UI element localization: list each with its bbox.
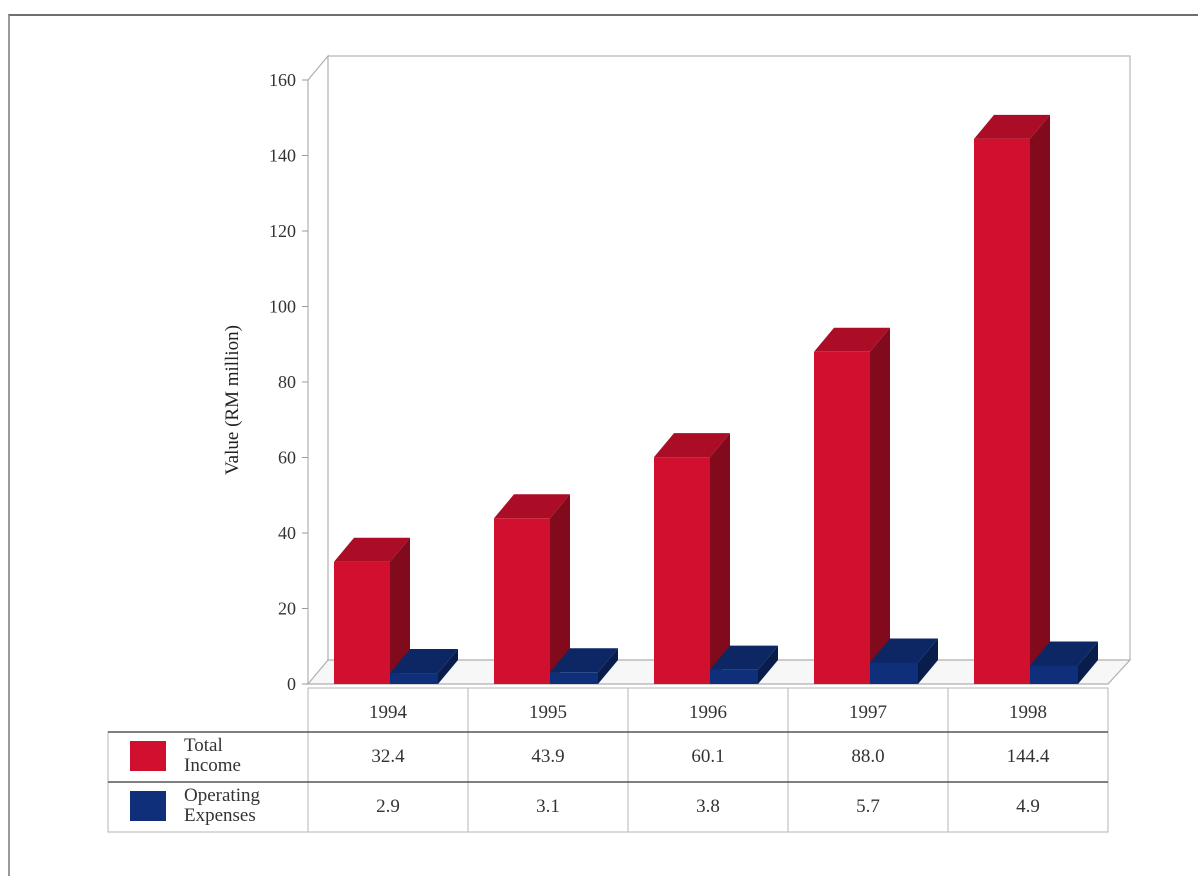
- bar: [494, 494, 570, 684]
- y-tick-label: 160: [269, 70, 296, 90]
- table-cell: [947, 731, 1109, 783]
- bar-top: [390, 649, 458, 674]
- table-cell: [947, 781, 1109, 833]
- data-value-label: 2.9: [376, 796, 400, 817]
- data-value-label: 5.7: [856, 796, 880, 817]
- bar: [390, 649, 458, 684]
- bar: [654, 433, 730, 684]
- bar: [870, 638, 938, 684]
- x-category-label: 1997: [849, 702, 887, 723]
- y-tick-label: 0: [287, 674, 296, 694]
- legend-label: Total Income: [184, 735, 241, 776]
- bar: [550, 648, 618, 684]
- bar-front: [974, 138, 1030, 684]
- y-tick-label: 120: [269, 221, 296, 241]
- bar-top: [814, 327, 890, 352]
- table-header-cell: [947, 687, 1109, 733]
- bar-top: [710, 645, 778, 670]
- table-cell: [787, 731, 949, 783]
- table-cell: [627, 781, 789, 833]
- bar-side: [758, 645, 778, 684]
- table-cell: [307, 731, 469, 783]
- table-cell: [787, 781, 949, 833]
- bars: [334, 114, 1098, 684]
- bar: [1030, 641, 1098, 684]
- bar-front: [814, 351, 870, 684]
- data-value-label: 144.4: [1007, 746, 1050, 767]
- table-header-cell: [467, 687, 629, 733]
- back-wall-outline: [328, 55, 1131, 660]
- data-value-label: 32.4: [371, 746, 405, 767]
- x-category-label: 1998: [1009, 702, 1047, 723]
- table-header-cell: [787, 687, 949, 733]
- y-axis-label: Value (RM million): [222, 325, 243, 475]
- table-header-cell: [307, 687, 469, 733]
- table-cell: [467, 781, 629, 833]
- bar-side: [1030, 114, 1050, 684]
- bar-front: [710, 669, 758, 684]
- bar-side: [550, 494, 570, 684]
- table-header-cell: [627, 687, 789, 733]
- bar-side: [390, 537, 410, 684]
- legend-swatch: [130, 791, 166, 821]
- bar-front: [334, 561, 390, 684]
- bar-top: [494, 494, 570, 519]
- y-axis-ticks: 0 20 40 60 80 100 120 140 160: [269, 70, 308, 694]
- bar-front: [390, 673, 438, 684]
- x-category-label: 1995: [529, 702, 567, 723]
- x-category-label: 1994: [369, 702, 408, 723]
- bar-top: [974, 114, 1050, 139]
- data-value-label: 3.1: [536, 796, 560, 817]
- x-category-label: 1996: [689, 702, 727, 723]
- top-strip: [0, 0, 1204, 14]
- data-value-label: 88.0: [851, 746, 884, 767]
- y-tick-label: 80: [278, 372, 296, 392]
- data-table: 1994 1995 1996 1997 1998 Total Income 32.4 43.9 6…: [107, 687, 1109, 833]
- bar-front: [654, 457, 710, 684]
- bar-front: [550, 672, 598, 684]
- bar-top: [654, 433, 730, 458]
- bar-side: [598, 648, 618, 684]
- y-tick-label: 140: [269, 146, 296, 166]
- bar-side: [438, 649, 458, 684]
- bar-top: [870, 638, 938, 663]
- bar-top: [334, 537, 410, 562]
- bar-side: [710, 433, 730, 684]
- data-value-label: 43.9: [531, 746, 564, 767]
- legend-label: Operating Expenses: [184, 785, 260, 826]
- bar-top: [1030, 641, 1098, 666]
- bar-side: [870, 327, 890, 684]
- y-tick-label: 20: [278, 599, 296, 619]
- bar-front: [870, 662, 918, 684]
- bar: [814, 327, 890, 684]
- bar-front: [1030, 665, 1078, 684]
- data-value-label: 4.9: [1016, 796, 1040, 817]
- bar: [334, 537, 410, 684]
- side-wall-outline: [307, 54, 329, 684]
- bar-front: [494, 518, 550, 684]
- bar-side: [918, 638, 938, 684]
- data-value-label: 3.8: [696, 796, 720, 817]
- y-tick-label: 60: [278, 448, 296, 468]
- legend-swatch: [130, 741, 166, 771]
- y-tick-label: 100: [269, 297, 296, 317]
- bar: [710, 645, 778, 684]
- y-tick-label: 40: [278, 523, 296, 543]
- bar: [974, 114, 1050, 684]
- bar-top: [550, 648, 618, 673]
- data-value-label: 60.1: [691, 746, 724, 767]
- bar-side: [1078, 641, 1098, 684]
